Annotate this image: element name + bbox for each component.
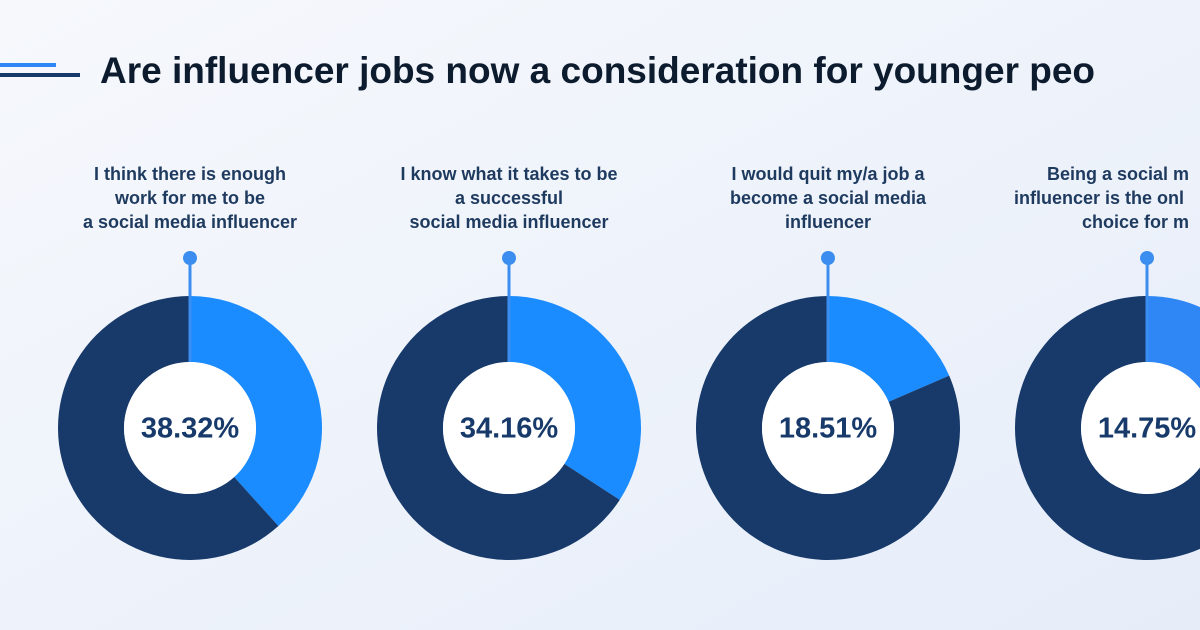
donut-segment — [828, 296, 950, 402]
donut-segment — [57, 296, 279, 560]
chart-label: a successful — [455, 188, 563, 208]
pointer-dot — [502, 251, 516, 265]
pointer-dot — [821, 251, 835, 265]
chart-label: I would quit my/a job a — [731, 164, 925, 184]
value-label: 18.51% — [779, 413, 878, 445]
donut-hole — [762, 362, 894, 494]
donut-hole — [443, 362, 575, 494]
donut-hole — [124, 362, 256, 494]
donut-hole — [1081, 362, 1200, 494]
donut-segment — [1147, 296, 1200, 389]
value-label: 38.32% — [141, 413, 240, 445]
chart-label: become a social media — [730, 188, 927, 208]
chart-label: influencer — [785, 212, 871, 232]
donut-segment — [1015, 296, 1200, 560]
chart-label: I think there is enough — [94, 164, 286, 184]
donut-segment — [376, 296, 620, 560]
chart-label: social media influencer — [409, 212, 608, 232]
value-label: 34.16% — [460, 413, 559, 445]
chart-label: choice for m — [1082, 212, 1189, 232]
donut-segment — [509, 296, 641, 500]
pointer-dot — [1140, 251, 1154, 265]
chart-label: I know what it takes to be — [400, 164, 617, 184]
page-title: Are influencer jobs now a consideration … — [100, 50, 1095, 91]
chart-label: a social media influencer — [83, 212, 297, 232]
donut-segment — [696, 296, 961, 561]
chart-label: Being a social m — [1047, 164, 1189, 184]
value-label: 14.75% — [1098, 413, 1197, 445]
donut-segment — [190, 296, 322, 527]
chart-label: influencer is the onl — [1014, 188, 1184, 208]
chart-label: work for me to be — [114, 188, 265, 208]
pointer-dot — [183, 251, 197, 265]
